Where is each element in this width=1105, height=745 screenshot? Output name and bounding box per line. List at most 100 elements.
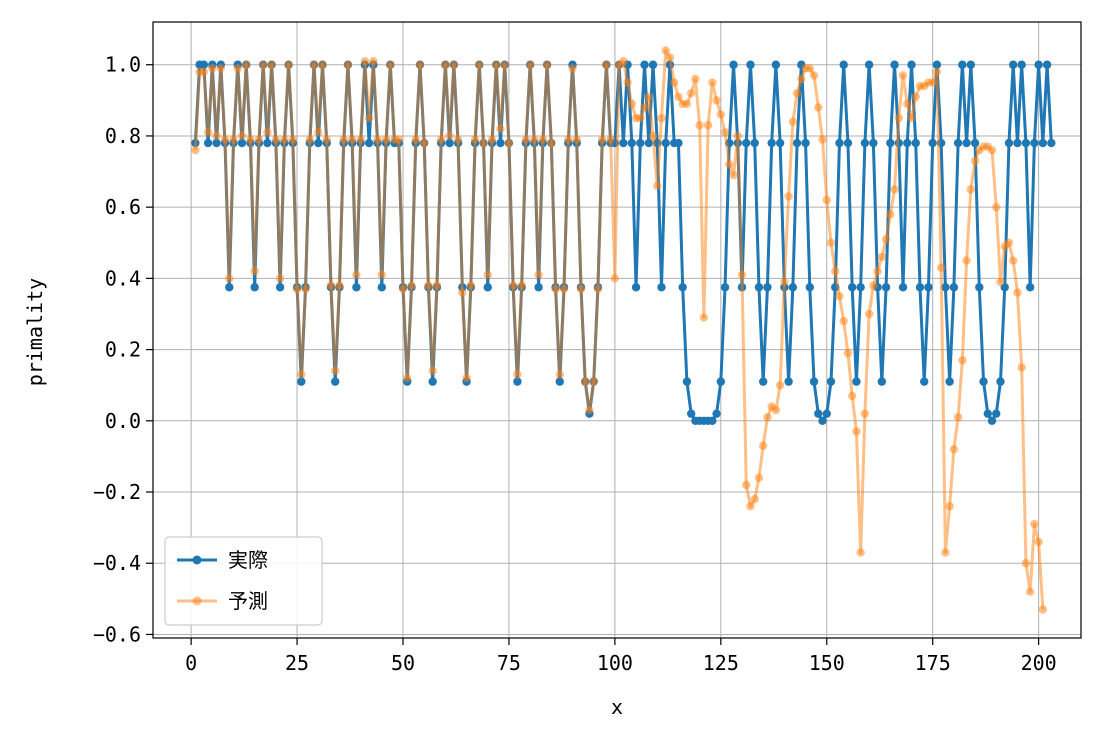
data-point-predicted [703,121,713,130]
data-point-predicted [237,131,247,141]
data-point-actual [970,138,980,148]
data-point-predicted [695,121,704,130]
data-point-predicted [466,281,476,290]
y-tick-label: 1.0 [105,53,141,77]
data-point-actual [199,60,209,69]
data-point-predicted [403,373,412,383]
data-point-predicted [835,291,844,301]
data-point-predicted [521,135,531,144]
data-point-actual [657,283,666,292]
data-point-predicted [602,60,611,69]
data-point-actual [297,377,306,386]
y-tick-label: −0.2 [93,480,141,504]
data-point-predicted [208,64,217,73]
data-point-predicted [708,78,717,87]
data-point-predicted [987,145,997,155]
data-point-actual [1025,283,1035,292]
data-point-predicted [220,135,230,144]
data-point-predicted [737,270,747,280]
data-point-predicted [911,92,920,101]
data-point-predicted [636,113,645,123]
data-point-actual [250,283,259,292]
data-point-actual [640,60,649,69]
data-point-actual [805,283,814,292]
data-point-predicted [585,405,594,415]
data-point-predicted [1038,605,1048,614]
data-point-actual [678,283,687,292]
y-tick-label: 0.4 [105,266,141,290]
data-point-actual [775,138,785,148]
data-point-actual [674,138,683,148]
data-point-predicted [233,64,242,73]
data-point-actual [496,138,505,148]
data-point-actual [843,138,853,148]
data-point-actual [987,416,997,425]
data-point-predicted [941,548,950,557]
data-point-predicted [822,195,831,205]
legend: 実際 予測 [164,536,323,626]
data-point-predicted [254,135,264,144]
data-point-predicted [869,281,878,290]
data-point-predicted [292,284,302,294]
data-point-predicted [458,288,467,297]
data-point-predicted [648,131,658,141]
data-point-predicted [826,238,836,247]
data-point-actual [864,60,874,69]
data-point-actual [856,283,865,292]
data-point-actual [1021,138,1031,148]
data-point-predicted [992,202,1001,212]
data-point-actual [903,138,912,148]
data-point-predicted [347,135,357,144]
data-point-predicted [263,128,272,137]
data-point-predicted [1009,256,1018,265]
data-point-predicted [386,60,395,69]
data-point-actual [364,138,374,148]
data-point-actual [708,416,717,425]
x-tick-label: 125 [703,651,739,675]
data-point-actual [1004,138,1014,148]
data-point-actual [953,138,963,148]
data-point-actual [534,283,543,292]
data-point-actual [788,283,798,292]
data-point-predicted [331,366,340,376]
data-point-actual [826,377,836,386]
data-point-predicted [890,185,899,194]
data-point-predicted [1034,537,1043,547]
y-tick-label: 0.6 [105,195,141,219]
data-point-actual [225,283,234,292]
data-point-predicted [945,502,954,511]
data-point-predicted [771,405,781,415]
data-point-actual [1047,138,1056,148]
data-point-predicted [576,284,586,294]
data-point-predicted [487,135,497,144]
plot-frame [152,21,1082,639]
data-point-predicted [784,192,793,201]
data-point-predicted [199,67,209,77]
data-point-predicted [555,370,564,379]
data-point-predicted [847,391,857,401]
data-point-actual [1030,138,1039,148]
data-point-predicted [339,135,348,144]
data-point-predicted [1021,559,1031,568]
data-point-predicted [271,135,281,144]
data-point-actual [644,138,653,148]
data-point-actual [860,138,870,148]
data-point-predicted [814,103,823,112]
data-point-actual [996,377,1005,386]
data-point-predicted [610,274,620,283]
data-point-predicted [530,135,539,144]
data-point-predicted [564,135,573,144]
data-point-predicted [1025,587,1035,596]
x-tick-label: 0 [185,651,197,675]
data-point-predicted [644,92,653,101]
data-point-actual [992,409,1001,418]
data-point-predicted [407,281,416,290]
data-point-actual [742,138,751,148]
data-point-actual [513,377,522,386]
data-point-predicted [572,135,581,144]
data-point-predicted [860,409,870,418]
data-point-predicted [699,313,709,322]
data-point-predicted [343,60,353,69]
data-point-actual [1034,60,1043,69]
data-point-predicted [581,377,590,386]
